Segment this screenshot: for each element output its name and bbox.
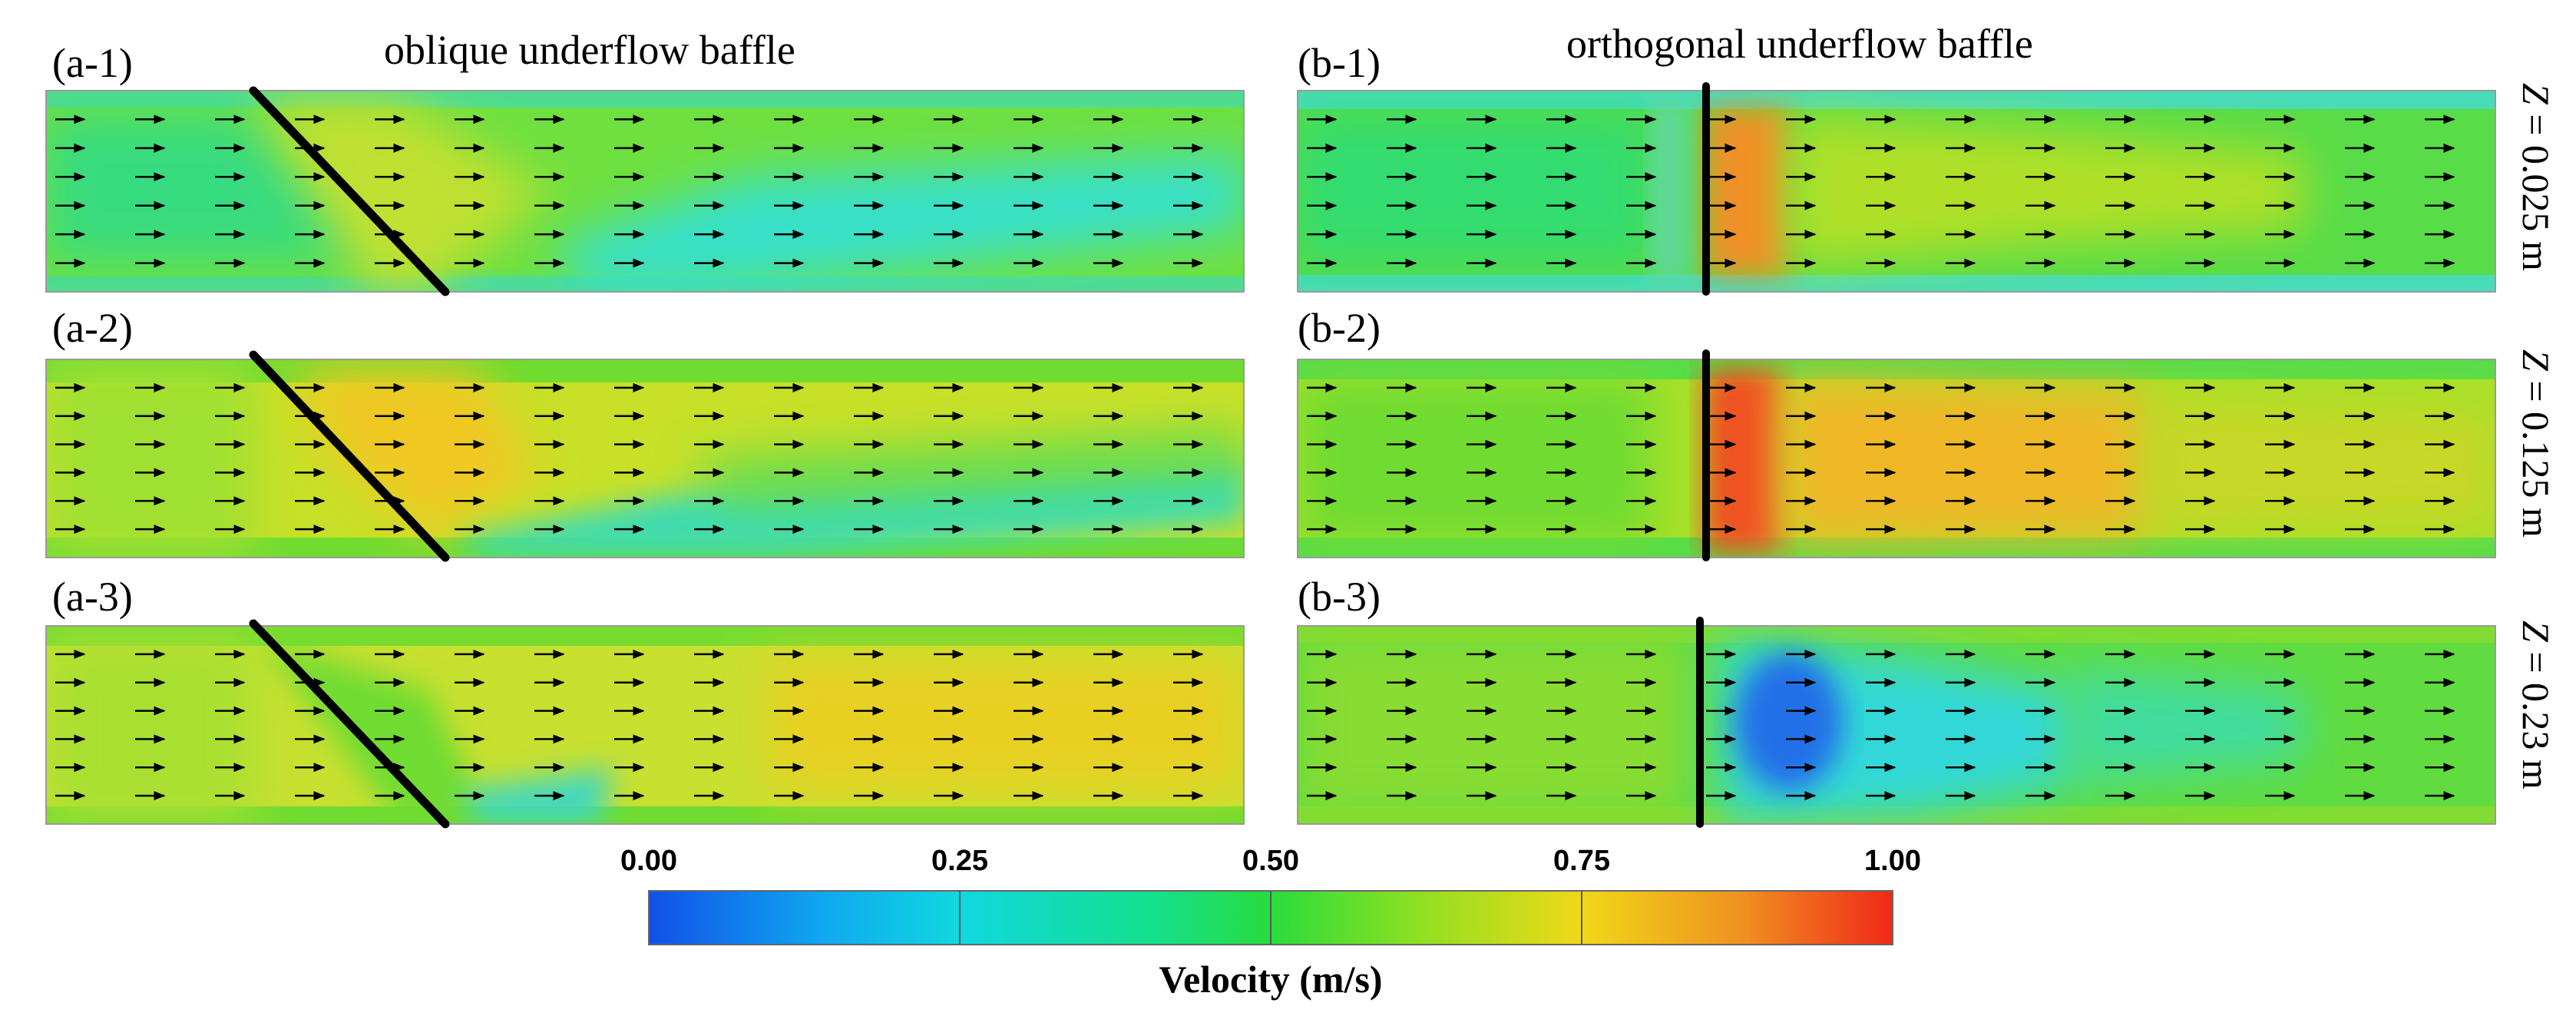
panel-label-a2: (a-2) [52,305,133,351]
colorbar-tick-2: 0.50 [1242,845,1299,877]
right-column-title: orthogonal underflow baffle [1566,21,2033,67]
oblique-baffle-a2 [249,350,450,562]
contour-panel-b2 [1298,359,2495,558]
z-label-row1: Z = 0.025 m [2515,83,2558,271]
panel-label-b3: (b-3) [1298,574,1381,620]
z-label-row3: Z = 0.23 m [2515,621,2558,789]
panel-frames [45,90,2496,825]
velocity-arrows [55,114,2455,801]
oblique-baffle-a3 [249,619,450,829]
contour-panel-a3 [46,626,1244,824]
contour-panel-a1 [46,91,1244,292]
contour-panel-a2 [46,359,1244,558]
colorbar-tick-4: 1.00 [1864,845,1921,877]
z-label-row2: Z = 0.125 m [2515,349,2558,538]
panel-label-b1: (b-1) [1298,40,1381,86]
colorbar-tick-0: 0.00 [620,845,677,877]
colorbar-tick-1: 0.25 [931,845,988,877]
panel-label-b2: (b-2) [1298,305,1381,351]
oblique-baffle-a1 [249,86,450,296]
left-column-title: oblique underflow baffle [384,27,795,73]
contour-panel-b3 [1298,626,2495,824]
colorbar-title: Velocity (m/s) [1159,958,1383,1001]
panel-label-a3: (a-3) [52,574,133,620]
baffles [249,82,1710,829]
panel-label-a1: (a-1) [52,40,133,86]
colorbar [648,890,1893,945]
contour-panel-b1 [1298,91,2495,292]
colorbar-tick-3: 0.75 [1553,845,1610,877]
